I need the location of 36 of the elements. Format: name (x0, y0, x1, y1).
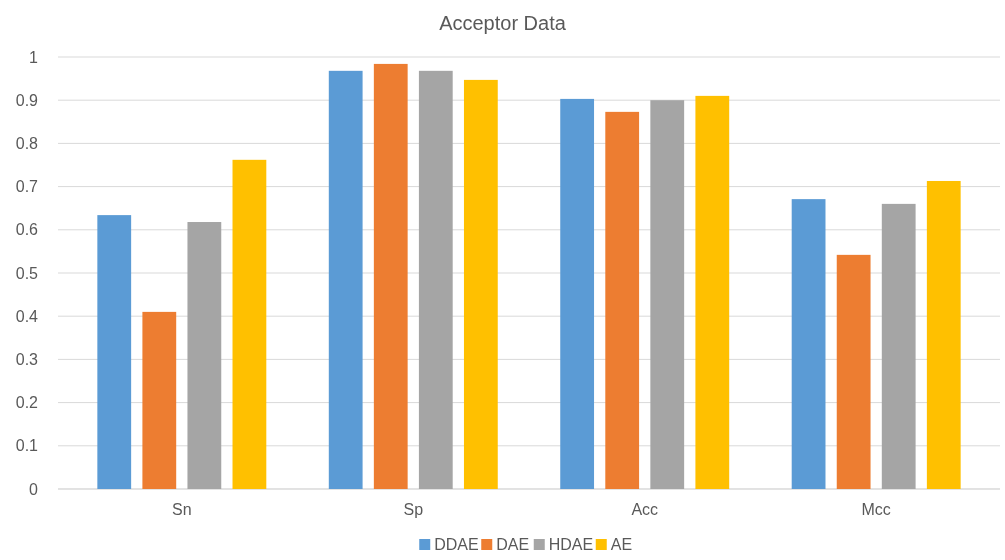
x-tick-label: Sp (403, 501, 424, 518)
y-tick-label: 0.1 (15, 437, 39, 455)
y-tick-label: 0.3 (15, 351, 39, 368)
bar (97, 215, 132, 489)
legend-label: DDAE (434, 536, 479, 553)
bar (836, 254, 871, 489)
bar (328, 70, 363, 489)
legend-label: HDAE (548, 536, 594, 553)
bar (560, 98, 595, 489)
y-tick-label: 0.2 (15, 394, 39, 412)
y-tick-label: 0.8 (15, 135, 39, 152)
bar (695, 95, 730, 489)
y-tick-label: 0.5 (15, 264, 39, 282)
bar (605, 111, 640, 489)
bar (418, 70, 453, 489)
bar (791, 199, 826, 489)
y-tick-label: 1 (29, 48, 39, 66)
y-tick-label: 0.9 (15, 91, 39, 109)
bar (232, 159, 267, 489)
x-tick-label: Mcc (861, 501, 891, 518)
bar (926, 180, 961, 489)
chart-title: Acceptor Data (439, 12, 567, 34)
bar (650, 100, 685, 489)
x-tick-label: Sn (172, 501, 192, 518)
y-tick-label: 0.4 (15, 307, 39, 325)
bar (463, 79, 498, 489)
bar (142, 311, 177, 489)
bar (373, 63, 408, 489)
bar (881, 203, 916, 489)
y-tick-label: 0.6 (15, 221, 39, 239)
legend-label: DAE (496, 536, 530, 553)
y-tick-label: 0 (29, 480, 39, 498)
bar (187, 222, 222, 489)
legend-label: AE (610, 536, 633, 553)
x-tick-label: Acc (631, 501, 659, 518)
y-tick-label: 0.7 (15, 178, 39, 196)
